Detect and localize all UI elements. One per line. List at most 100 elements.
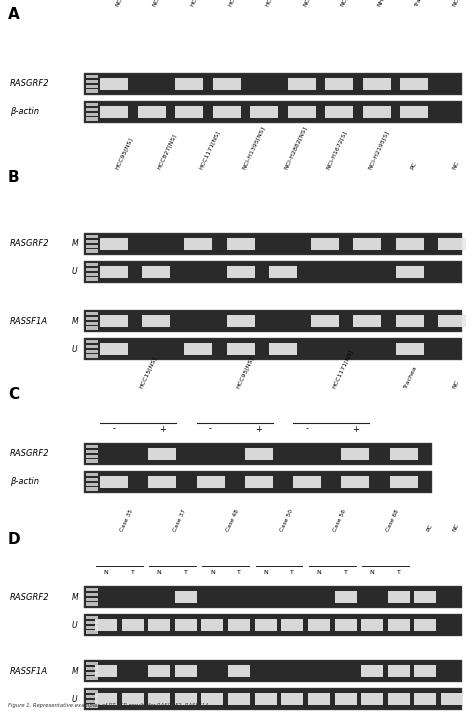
Text: HCC827[NS]: HCC827[NS]	[264, 0, 285, 7]
Bar	[86, 235, 98, 238]
Text: PC: PC	[410, 161, 418, 170]
Text: HCC1171[NS]: HCC1171[NS]	[331, 348, 354, 389]
Text: RASSF1A: RASSF1A	[10, 666, 48, 676]
Bar	[100, 78, 128, 90]
Bar	[213, 78, 241, 90]
Bar	[227, 343, 255, 355]
Bar	[86, 671, 98, 675]
Bar	[100, 238, 128, 250]
Bar	[86, 263, 98, 267]
Bar	[255, 619, 277, 631]
Bar	[341, 476, 369, 488]
Bar	[86, 598, 98, 601]
Text: C: C	[8, 387, 19, 402]
Bar	[86, 240, 98, 243]
Bar	[86, 455, 98, 458]
Text: T: T	[184, 571, 188, 576]
Text: U: U	[72, 345, 78, 353]
Bar	[293, 476, 321, 488]
Bar	[269, 266, 297, 278]
Bar	[86, 621, 98, 624]
Bar	[281, 619, 303, 631]
Text: T: T	[291, 571, 294, 576]
Bar	[86, 588, 98, 591]
Bar	[100, 106, 128, 118]
Bar	[86, 603, 98, 606]
Bar	[142, 315, 170, 327]
Bar	[175, 78, 203, 90]
Text: N: N	[264, 571, 268, 576]
Text: PC: PC	[425, 523, 433, 532]
Bar	[84, 101, 462, 123]
Text: Trachea: Trachea	[404, 365, 419, 389]
Bar	[86, 488, 98, 491]
Bar	[86, 317, 98, 320]
Bar	[86, 631, 98, 634]
Text: RASGRF2: RASGRF2	[10, 593, 50, 601]
Bar	[148, 693, 170, 705]
Bar	[86, 245, 98, 248]
Text: NCI-H2887[NS]: NCI-H2887[NS]	[339, 0, 364, 7]
Bar	[86, 277, 98, 281]
Text: Case 56: Case 56	[332, 508, 347, 532]
Text: HCC827[NS]: HCC827[NS]	[156, 133, 177, 170]
Bar	[100, 266, 128, 278]
Bar	[86, 699, 98, 703]
Bar	[414, 693, 437, 705]
Text: NCI-H1672[S]: NCI-H1672[S]	[114, 0, 137, 7]
Bar	[325, 106, 353, 118]
Bar	[255, 693, 277, 705]
Text: U: U	[72, 267, 78, 277]
Bar	[100, 315, 128, 327]
Text: RASGRF2: RASGRF2	[10, 240, 50, 249]
Bar	[84, 614, 462, 636]
Bar	[388, 693, 410, 705]
Bar	[86, 483, 98, 486]
Bar	[142, 266, 170, 278]
Bar	[86, 340, 98, 343]
Bar	[250, 106, 278, 118]
Bar	[86, 327, 98, 330]
Text: RASSF1A: RASSF1A	[10, 317, 48, 325]
Text: D: D	[8, 532, 21, 547]
Bar	[228, 665, 250, 677]
Bar	[84, 688, 462, 710]
Bar	[341, 448, 369, 460]
Bar	[86, 117, 98, 121]
Bar	[354, 315, 382, 327]
Bar	[95, 619, 117, 631]
Bar	[84, 586, 462, 608]
Text: HCC15[NS]: HCC15[NS]	[189, 0, 209, 7]
Text: Case 37: Case 37	[173, 508, 187, 532]
Text: -: -	[112, 425, 116, 433]
Bar	[86, 312, 98, 315]
Bar	[213, 106, 241, 118]
Text: N: N	[104, 571, 109, 576]
Text: HCC95[NS]: HCC95[NS]	[114, 137, 133, 170]
Bar	[122, 619, 144, 631]
Text: A: A	[8, 7, 20, 22]
Bar	[100, 343, 128, 355]
Text: NCI-H1299[NS]: NCI-H1299[NS]	[302, 0, 326, 7]
Bar	[148, 665, 170, 677]
Bar	[184, 343, 212, 355]
Bar	[401, 78, 428, 90]
Text: M: M	[72, 240, 79, 249]
Text: NCI-H2195[S]: NCI-H2195[S]	[367, 129, 390, 170]
Bar	[390, 448, 418, 460]
Bar	[269, 343, 297, 355]
Bar	[122, 693, 144, 705]
Text: Case 68: Case 68	[385, 508, 400, 532]
Bar	[175, 619, 197, 631]
Bar	[86, 80, 98, 83]
Bar	[84, 73, 462, 95]
Text: NC: NC	[452, 0, 460, 7]
Bar	[86, 478, 98, 481]
Bar	[86, 272, 98, 276]
Bar	[201, 693, 223, 705]
Bar	[86, 616, 98, 619]
Text: RASGRF2: RASGRF2	[10, 450, 50, 458]
Bar	[311, 238, 339, 250]
Bar	[335, 591, 356, 603]
Bar	[281, 693, 303, 705]
